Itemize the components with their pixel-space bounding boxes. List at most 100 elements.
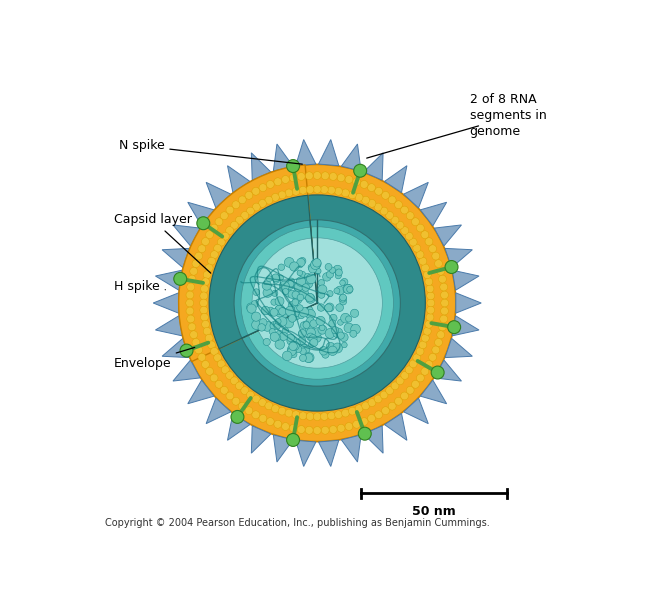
Circle shape bbox=[360, 181, 368, 188]
Circle shape bbox=[380, 391, 388, 399]
Polygon shape bbox=[452, 270, 479, 290]
Circle shape bbox=[292, 291, 299, 298]
Circle shape bbox=[336, 304, 344, 311]
Circle shape bbox=[241, 212, 249, 220]
Circle shape bbox=[263, 338, 270, 346]
Circle shape bbox=[382, 407, 390, 415]
Circle shape bbox=[306, 413, 314, 421]
Circle shape bbox=[198, 245, 206, 253]
Circle shape bbox=[425, 320, 433, 328]
Circle shape bbox=[315, 268, 321, 274]
Circle shape bbox=[345, 176, 353, 184]
Circle shape bbox=[421, 334, 429, 342]
Circle shape bbox=[343, 284, 351, 293]
Circle shape bbox=[231, 377, 238, 385]
Circle shape bbox=[266, 275, 272, 281]
Circle shape bbox=[259, 415, 267, 422]
Circle shape bbox=[310, 329, 318, 337]
Circle shape bbox=[285, 409, 293, 417]
Circle shape bbox=[310, 338, 318, 347]
Circle shape bbox=[241, 227, 393, 379]
Circle shape bbox=[375, 411, 382, 419]
Circle shape bbox=[319, 347, 328, 355]
Circle shape bbox=[406, 212, 414, 220]
Polygon shape bbox=[206, 398, 231, 424]
Circle shape bbox=[338, 319, 344, 325]
Circle shape bbox=[285, 189, 293, 197]
Circle shape bbox=[396, 221, 404, 229]
Circle shape bbox=[234, 220, 401, 386]
Circle shape bbox=[276, 330, 282, 336]
Circle shape bbox=[427, 306, 435, 314]
Polygon shape bbox=[251, 153, 271, 180]
Circle shape bbox=[202, 320, 209, 328]
Circle shape bbox=[202, 361, 209, 368]
Circle shape bbox=[286, 282, 293, 290]
Circle shape bbox=[294, 283, 304, 292]
Circle shape bbox=[270, 322, 278, 330]
Circle shape bbox=[368, 199, 376, 208]
Polygon shape bbox=[188, 380, 214, 404]
Circle shape bbox=[258, 323, 266, 331]
Circle shape bbox=[187, 283, 194, 291]
Circle shape bbox=[297, 259, 305, 266]
Circle shape bbox=[386, 386, 393, 394]
Circle shape bbox=[380, 207, 388, 215]
Circle shape bbox=[405, 366, 413, 374]
Polygon shape bbox=[227, 166, 250, 193]
Text: Capsid layer: Capsid layer bbox=[114, 214, 211, 273]
Circle shape bbox=[203, 328, 211, 335]
Text: Envelope: Envelope bbox=[114, 347, 194, 370]
Polygon shape bbox=[434, 360, 461, 381]
Circle shape bbox=[295, 346, 302, 353]
Circle shape bbox=[225, 227, 234, 235]
Circle shape bbox=[348, 191, 356, 199]
Circle shape bbox=[441, 291, 448, 299]
Circle shape bbox=[188, 323, 196, 331]
Circle shape bbox=[280, 332, 287, 341]
Circle shape bbox=[214, 354, 222, 362]
Circle shape bbox=[297, 270, 302, 275]
Circle shape bbox=[300, 355, 306, 361]
Circle shape bbox=[292, 187, 300, 195]
Polygon shape bbox=[404, 182, 428, 208]
Circle shape bbox=[307, 317, 314, 324]
Circle shape bbox=[236, 216, 244, 224]
Circle shape bbox=[194, 252, 203, 260]
Circle shape bbox=[440, 283, 448, 291]
Circle shape bbox=[252, 238, 382, 368]
Polygon shape bbox=[273, 144, 293, 171]
Circle shape bbox=[351, 324, 360, 334]
Circle shape bbox=[258, 199, 266, 208]
Circle shape bbox=[274, 323, 280, 329]
Circle shape bbox=[306, 293, 314, 302]
Circle shape bbox=[388, 196, 396, 204]
Circle shape bbox=[245, 407, 253, 415]
Circle shape bbox=[266, 307, 275, 315]
Circle shape bbox=[304, 280, 313, 288]
Polygon shape bbox=[445, 338, 472, 358]
Circle shape bbox=[360, 418, 368, 425]
Wedge shape bbox=[241, 227, 317, 335]
Circle shape bbox=[391, 216, 399, 224]
Circle shape bbox=[405, 232, 413, 240]
Circle shape bbox=[306, 274, 316, 284]
Circle shape bbox=[272, 274, 280, 282]
Circle shape bbox=[344, 284, 353, 294]
Polygon shape bbox=[156, 316, 182, 336]
Circle shape bbox=[429, 245, 437, 253]
Circle shape bbox=[354, 164, 367, 177]
Circle shape bbox=[232, 397, 240, 405]
Circle shape bbox=[293, 281, 304, 292]
Polygon shape bbox=[434, 225, 461, 246]
Circle shape bbox=[270, 308, 278, 316]
Circle shape bbox=[205, 231, 213, 239]
Circle shape bbox=[190, 268, 198, 275]
Circle shape bbox=[368, 184, 375, 191]
Circle shape bbox=[300, 348, 306, 355]
Circle shape bbox=[287, 308, 295, 316]
Circle shape bbox=[271, 405, 279, 413]
Circle shape bbox=[263, 288, 272, 298]
Circle shape bbox=[298, 331, 304, 336]
Circle shape bbox=[426, 313, 434, 321]
